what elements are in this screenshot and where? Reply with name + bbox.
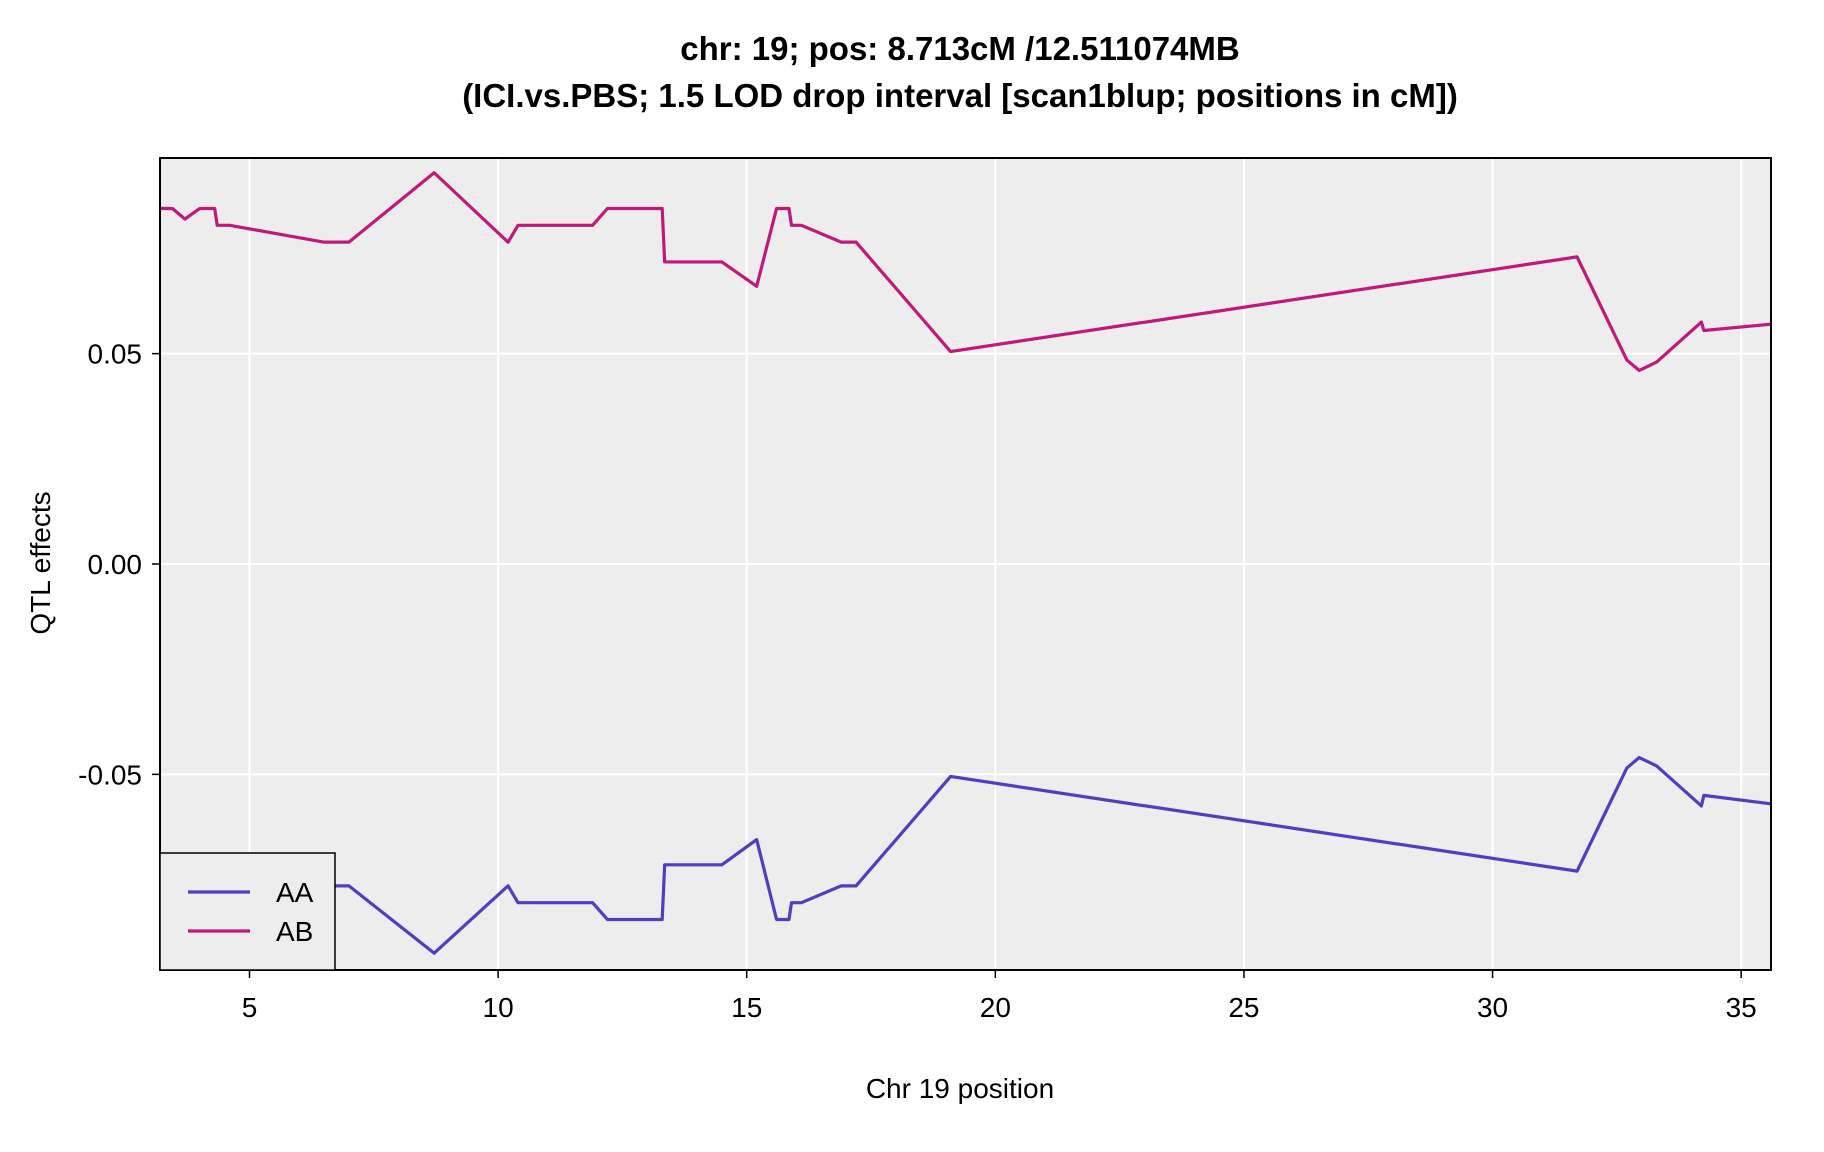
chart-title-line-1: chr: 19; pos: 8.713cM /12.511074MB [680,30,1239,67]
gridlines [160,158,1771,970]
y-axis-label: QTL effects [25,491,56,634]
x-tick-label: 25 [1228,992,1259,1023]
series-line-ab [160,171,1771,373]
x-tick-label: 5 [242,992,258,1023]
x-tick-label: 20 [980,992,1011,1023]
y-tick-label: 0.00 [88,549,143,580]
chart-title-line-2: (ICI.vs.PBS; 1.5 LOD drop interval [scan… [462,77,1458,114]
x-tick-label: 15 [731,992,762,1023]
x-tick-label: 30 [1477,992,1508,1023]
x-tick-label: 35 [1726,992,1757,1023]
x-axis: 5 10 15 20 25 30 35 [242,970,1757,1023]
x-axis-label: Chr 19 position [866,1073,1054,1104]
legend-label-aa: AA [276,877,314,908]
x-tick-label: 10 [483,992,514,1023]
legend-label-ab: AB [276,916,313,947]
legend-box [159,852,336,971]
y-tick-label: -0.05 [78,759,142,790]
y-tick-label: 0.05 [88,339,143,370]
y-axis: 0.05 0.00 -0.05 [78,339,160,790]
legend: AA AB [159,852,336,971]
